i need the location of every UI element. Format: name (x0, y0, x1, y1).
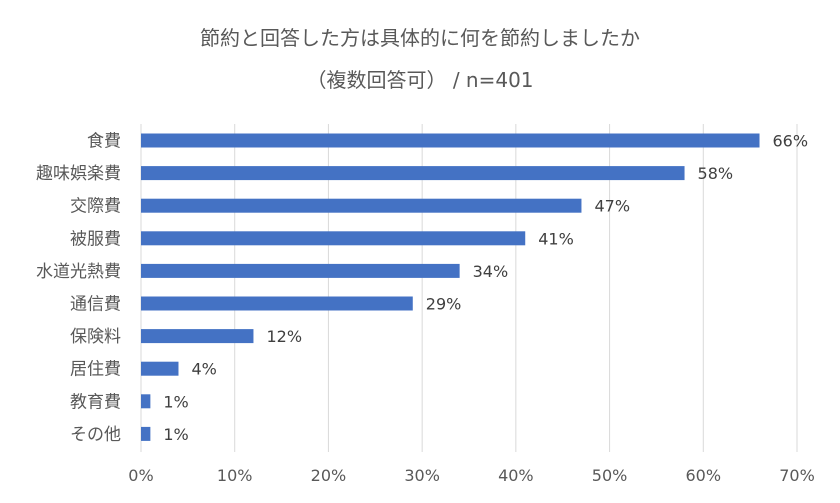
data-label: 12% (266, 327, 302, 346)
category-label: 居住費 (70, 360, 121, 380)
x-tick-label: 60% (686, 466, 722, 485)
data-label: 41% (538, 229, 574, 248)
data-label: 34% (473, 262, 509, 281)
category-label: その他 (70, 425, 121, 445)
chart-title: 節約と回答した方は具体的に何を節約しましたか (200, 26, 640, 50)
x-tick-label: 40% (498, 466, 534, 485)
data-label: 58% (698, 164, 734, 183)
bar (141, 133, 760, 148)
data-label: 47% (594, 197, 630, 216)
bar (141, 329, 254, 344)
bar (141, 361, 179, 376)
x-tick-label: 50% (592, 466, 628, 485)
chart-subtitle: （複数回答可） / n=401 (306, 68, 534, 92)
bar (141, 231, 526, 246)
x-tick-label: 20% (311, 466, 347, 485)
bar (141, 166, 685, 181)
category-label: 被服費 (70, 229, 121, 249)
data-label: 29% (426, 295, 462, 314)
x-tick-label: 0% (128, 466, 153, 485)
category-label: 保険料 (70, 327, 121, 347)
category-label: 趣味娯楽費 (36, 164, 121, 184)
category-label: 水道光熱費 (36, 262, 121, 282)
data-label: 66% (773, 132, 809, 151)
category-label: 食費 (87, 132, 121, 152)
bar (141, 263, 460, 278)
bar (141, 198, 582, 213)
data-label: 1% (163, 392, 188, 411)
bar (141, 426, 151, 441)
x-tick-label: 30% (404, 466, 440, 485)
category-label: 教育費 (70, 392, 121, 412)
x-tick-label: 70% (779, 466, 815, 485)
data-label: 4% (191, 360, 216, 379)
category-label: 通信費 (70, 295, 121, 315)
category-label: 交際費 (70, 197, 121, 217)
bar (141, 394, 151, 409)
x-tick-label: 10% (217, 466, 253, 485)
data-label: 1% (163, 425, 188, 444)
bar (141, 296, 413, 311)
